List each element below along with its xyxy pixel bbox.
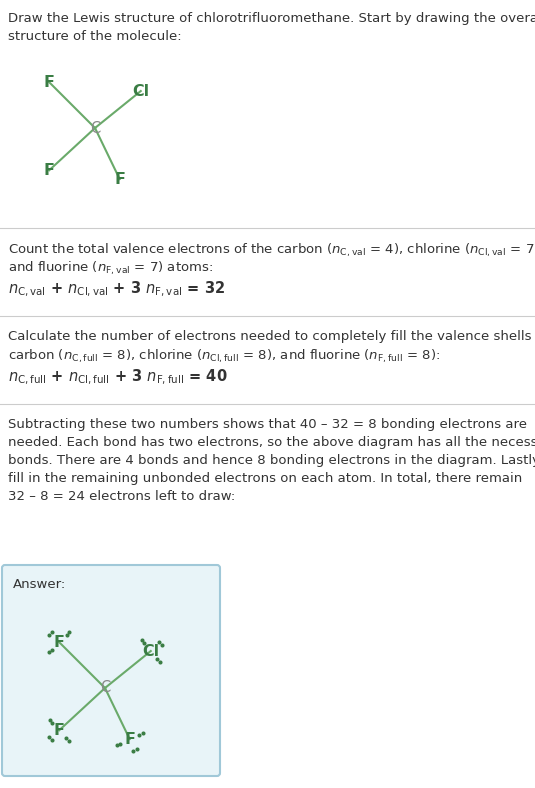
Text: structure of the molecule:: structure of the molecule: [8, 30, 181, 43]
Text: F: F [124, 731, 135, 746]
Text: F: F [114, 172, 125, 187]
Text: $n_{\mathrm{C,val}}$ + $n_{\mathrm{Cl,val}}$ + 3 $n_{\mathrm{F,val}}$ = 32: $n_{\mathrm{C,val}}$ + $n_{\mathrm{Cl,va… [8, 280, 225, 299]
FancyBboxPatch shape [2, 565, 220, 776]
Text: fill in the remaining unbonded electrons on each atom. In total, there remain: fill in the remaining unbonded electrons… [8, 472, 522, 485]
Text: F: F [54, 635, 65, 650]
Text: 32 – 8 = 24 electrons left to draw:: 32 – 8 = 24 electrons left to draw: [8, 490, 235, 503]
Text: carbon ($n_{\mathrm{C,full}}$ = 8), chlorine ($n_{\mathrm{Cl,full}}$ = 8), and f: carbon ($n_{\mathrm{C,full}}$ = 8), chlo… [8, 348, 440, 366]
Text: Cl: Cl [142, 644, 159, 659]
Text: F: F [54, 723, 65, 738]
Text: F: F [44, 163, 55, 178]
Text: needed. Each bond has two electrons, so the above diagram has all the necessary: needed. Each bond has two electrons, so … [8, 436, 535, 449]
Text: $n_{\mathrm{C,full}}$ + $n_{\mathrm{Cl,full}}$ + 3 $n_{\mathrm{F,full}}$ = 40: $n_{\mathrm{C,full}}$ + $n_{\mathrm{Cl,f… [8, 368, 227, 387]
Text: Draw the Lewis structure of chlorotrifluoromethane. Start by drawing the overall: Draw the Lewis structure of chlorotriflu… [8, 12, 535, 25]
Text: Subtracting these two numbers shows that 40 – 32 = 8 bonding electrons are: Subtracting these two numbers shows that… [8, 418, 527, 431]
Text: Cl: Cl [132, 84, 149, 98]
Text: Count the total valence electrons of the carbon ($n_{\mathrm{C,val}}$ = 4), chlo: Count the total valence electrons of the… [8, 242, 535, 259]
Text: F: F [44, 75, 55, 90]
Text: C: C [100, 681, 110, 696]
Text: C: C [90, 121, 100, 136]
Text: Answer:: Answer: [13, 578, 66, 591]
Text: Calculate the number of electrons needed to completely fill the valence shells f: Calculate the number of electrons needed… [8, 330, 535, 343]
Text: and fluorine ($n_{\mathrm{F,val}}$ = 7) atoms:: and fluorine ($n_{\mathrm{F,val}}$ = 7) … [8, 260, 213, 277]
Text: bonds. There are 4 bonds and hence 8 bonding electrons in the diagram. Lastly,: bonds. There are 4 bonds and hence 8 bon… [8, 454, 535, 467]
